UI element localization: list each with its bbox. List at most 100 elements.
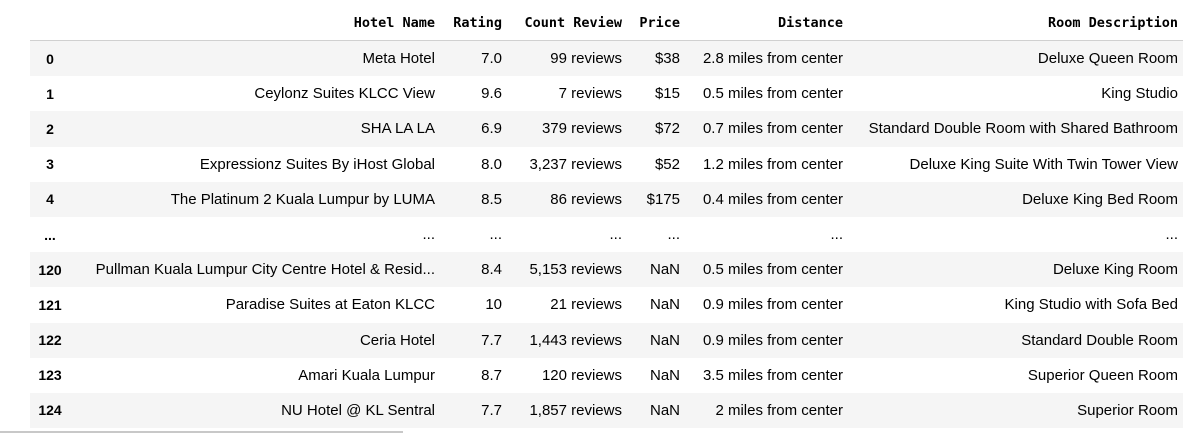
- header-count-review: Count Review: [507, 5, 627, 41]
- table-row: 121 Paradise Suites at Eaton KLCC 10 21 rev…: [30, 287, 1183, 322]
- cell-count-review: 86 reviews: [550, 190, 622, 208]
- cell-price: NaN: [649, 296, 680, 314]
- cell-hotel-name: ...: [422, 226, 435, 244]
- cell-count-review: 379 reviews: [541, 120, 622, 138]
- cell-distance: 0.7 miles from center: [702, 120, 843, 138]
- cell-room-description: Deluxe King Bed Room: [1022, 190, 1178, 208]
- cell-room-description: King Studio with Sofa Bed: [1004, 296, 1178, 314]
- cell-price: NaN: [649, 366, 680, 384]
- cell-room-description: King Studio: [1101, 85, 1178, 103]
- row-index: 121: [38, 296, 62, 313]
- cell-hotel-name: Amari Kuala Lumpur: [298, 366, 435, 384]
- cell-hotel-name: The Platinum 2 Kuala Lumpur by LUMA: [170, 190, 435, 208]
- cell-price: NaN: [649, 261, 680, 279]
- cell-room-description: Superior Room: [1077, 401, 1178, 419]
- row-index: 124: [38, 402, 62, 419]
- cell-distance: 2.8 miles from center: [702, 50, 843, 68]
- cell-price: NaN: [649, 331, 680, 349]
- cell-hotel-name: Paradise Suites at Eaton KLCC: [225, 296, 435, 314]
- header-rating: Rating: [440, 5, 507, 41]
- cell-room-description: Deluxe Queen Room: [1037, 50, 1178, 68]
- header-price: Price: [627, 5, 685, 41]
- cell-room-description: Standard Double Room with Shared Bathroo…: [868, 120, 1178, 138]
- cell-hotel-name: Expressionz Suites By iHost Global: [199, 155, 435, 173]
- cell-room-description: Standard Double Room: [1021, 331, 1178, 349]
- row-index: 3: [46, 156, 54, 173]
- row-index: 4: [46, 191, 54, 208]
- table-row: 1 Ceylonz Suites KLCC View 9.6 7 reviews $15…: [30, 76, 1183, 111]
- cell-hotel-name: Pullman Kuala Lumpur City Centre Hotel &…: [95, 261, 435, 279]
- cell-rating: 7.7: [481, 331, 502, 349]
- cell-rating: 7.0: [481, 50, 502, 68]
- horizontal-scrollbar[interactable]: [0, 431, 403, 433]
- cell-rating: 9.6: [481, 85, 502, 103]
- table-row: 124 NU Hotel @ KL Sentral 7.7 1,857 reviews…: [30, 392, 1183, 429]
- cell-distance: 0.5 miles from center: [702, 85, 843, 103]
- cell-distance: 1.2 miles from center: [702, 155, 843, 173]
- cell-count-review: 120 reviews: [541, 366, 622, 384]
- table-row: 4 The Platinum 2 Kuala Lumpur by LUMA 8.5 8…: [30, 181, 1183, 217]
- cell-count-review: 1,443 reviews: [529, 331, 622, 349]
- table-row: .....................: [30, 217, 1183, 252]
- table-row: 0 Meta Hotel 7.0 99 reviews $38 2.8 miles fro…: [30, 40, 1183, 77]
- cell-rating: 8.5: [481, 190, 502, 208]
- cell-rating: 8.0: [481, 155, 502, 173]
- table-row: 2 SHA LA LA 6.9 379 reviews $72 0.7 miles fro…: [30, 111, 1183, 147]
- cell-count-review: 5,153 reviews: [529, 261, 622, 279]
- cell-hotel-name: Ceria Hotel: [359, 331, 435, 349]
- cell-distance: ...: [830, 226, 843, 244]
- row-index: 2: [46, 120, 54, 137]
- row-index: 0: [46, 50, 54, 67]
- cell-rating: 6.9: [481, 120, 502, 138]
- row-index: 123: [38, 367, 62, 384]
- header-distance: Distance: [685, 5, 848, 41]
- cell-rating: ...: [489, 226, 502, 244]
- table-row: 120 Pullman Kuala Lumpur City Centre Hote…: [30, 252, 1183, 288]
- cell-room-description: Deluxe King Room: [1052, 261, 1178, 279]
- row-index: 122: [38, 332, 62, 349]
- cell-rating: 8.7: [481, 366, 502, 384]
- cell-room-description: Deluxe King Suite With Twin Tower View: [909, 155, 1178, 173]
- cell-count-review: 99 reviews: [550, 50, 622, 68]
- cell-rating: 8.4: [481, 261, 502, 279]
- row-index: ...: [44, 226, 56, 243]
- header-row: Hotel Name Rating Count Review Price Dis…: [30, 5, 1183, 41]
- cell-price: $52: [654, 155, 680, 173]
- cell-distance: 0.4 miles from center: [702, 190, 843, 208]
- cell-price: $72: [654, 120, 680, 138]
- cell-price: $15: [654, 85, 680, 103]
- cell-hotel-name: Ceylonz Suites KLCC View: [254, 85, 435, 103]
- cell-hotel-name: NU Hotel @ KL Sentral: [281, 401, 435, 419]
- cell-room-description: ...: [1165, 226, 1178, 244]
- table-row: 123 Amari Kuala Lumpur 8.7 120 reviews NaN 3.…: [30, 358, 1183, 393]
- table-body: 0 Meta Hotel 7.0 99 reviews $38 2.8 miles fro…: [30, 40, 1183, 429]
- cell-distance: 2 miles from center: [715, 401, 843, 419]
- cell-price: NaN: [649, 401, 680, 419]
- cell-distance: 0.9 miles from center: [702, 331, 843, 349]
- cell-count-review: 3,237 reviews: [529, 155, 622, 173]
- cell-rating: 7.7: [481, 401, 502, 419]
- cell-price: $38: [654, 50, 680, 68]
- cell-price: $175: [646, 190, 680, 208]
- table-row: 3 Expressionz Suites By iHost Global 8.0 3,…: [30, 147, 1183, 182]
- dataframe-table: Hotel Name Rating Count Review Price Dis…: [30, 5, 1183, 429]
- table-header: Hotel Name Rating Count Review Price Dis…: [30, 5, 1183, 41]
- cell-distance: 0.9 miles from center: [702, 296, 843, 314]
- row-index: 1: [46, 85, 54, 102]
- cell-count-review: ...: [609, 226, 622, 244]
- cell-room-description: Superior Queen Room: [1027, 366, 1178, 384]
- cell-count-review: 1,857 reviews: [529, 401, 622, 419]
- cell-hotel-name: Meta Hotel: [362, 50, 435, 68]
- cell-hotel-name: SHA LA LA: [360, 120, 435, 138]
- row-index: 120: [38, 261, 62, 278]
- header-hotel-name: Hotel Name: [70, 5, 440, 41]
- cell-count-review: 7 reviews: [558, 85, 622, 103]
- header-room-description: Room Description: [848, 5, 1183, 41]
- cell-distance: 0.5 miles from center: [702, 261, 843, 279]
- cell-distance: 3.5 miles from center: [702, 366, 843, 384]
- table-row: 122 Ceria Hotel 7.7 1,443 reviews NaN 0.9 mil…: [30, 322, 1183, 358]
- cell-price: ...: [667, 226, 680, 244]
- header-index: [30, 5, 70, 41]
- cell-count-review: 21 reviews: [550, 296, 622, 314]
- cell-rating: 10: [485, 296, 502, 314]
